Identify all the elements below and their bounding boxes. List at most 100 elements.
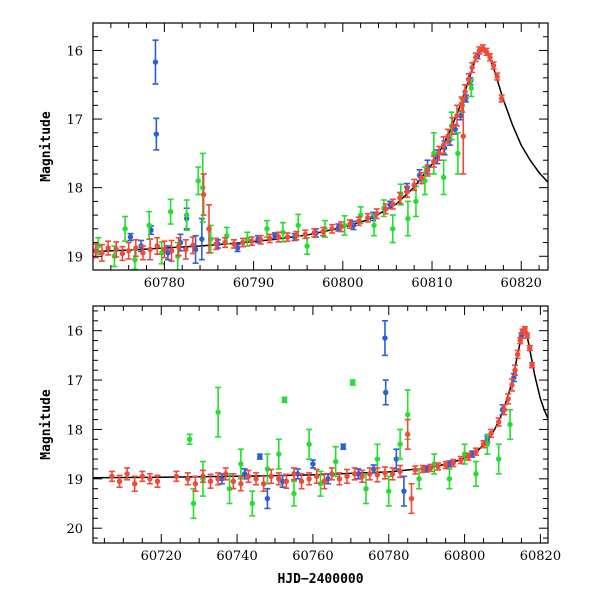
data-point [195, 166, 202, 196]
y-tick-label: 19 [66, 473, 83, 488]
data-point [427, 463, 434, 473]
top-plot-area [93, 39, 548, 270]
data-point [127, 232, 134, 242]
data-point [418, 171, 425, 185]
data-point [494, 72, 501, 81]
data-point [182, 239, 189, 260]
data-point [454, 131, 461, 175]
data-point [132, 239, 139, 258]
data-point [465, 452, 472, 461]
y-tick-label: 19 [66, 250, 83, 265]
data-point [400, 475, 407, 507]
x-tick-label: 60820 [501, 276, 542, 291]
data-point [306, 472, 313, 486]
data-point [472, 460, 479, 488]
data-point [373, 208, 380, 220]
x-tick-label: 60800 [444, 549, 485, 564]
data-point [355, 216, 362, 227]
data-point [529, 361, 536, 369]
data-point [495, 417, 502, 427]
x-tick-label: 60810 [411, 276, 452, 291]
data-point [480, 439, 487, 449]
data-point [521, 325, 528, 333]
bottom-panel: 60720 60740 60760 60780 60800 60820 16 17 18 19 20… [39, 305, 561, 587]
data-point [457, 455, 464, 465]
data-point [245, 469, 252, 484]
data-point [290, 467, 297, 481]
data-point [222, 236, 229, 249]
data-point [325, 473, 332, 485]
data-point [445, 128, 452, 144]
top-panel: 60780 60790 60800 60810 60820 16 17 18 19 Magnitu… [39, 22, 549, 291]
x-tick-label: 60780 [368, 549, 409, 564]
data-point [495, 443, 502, 475]
data-point [306, 428, 313, 460]
data-point [213, 237, 220, 251]
data-point [153, 117, 160, 151]
data-point [161, 240, 168, 259]
data-point [116, 474, 123, 489]
x-tick-label: 60780 [144, 276, 185, 291]
data-point [436, 145, 443, 162]
data-point [200, 173, 207, 216]
data-point [124, 467, 131, 481]
bottom-model-curve [93, 327, 548, 479]
data-point [382, 203, 389, 215]
data-point [351, 467, 358, 481]
data-point [275, 472, 282, 486]
data-point [460, 97, 467, 175]
data-point [207, 473, 214, 489]
data-point [168, 239, 175, 262]
data-point [517, 336, 524, 345]
data-point [446, 468, 453, 490]
data-point [154, 236, 161, 256]
data-point [311, 228, 318, 238]
data-point [147, 238, 154, 261]
y-tick-label: 17 [66, 113, 83, 128]
data-point [108, 470, 115, 483]
data-point [294, 468, 301, 480]
data-point [189, 236, 196, 255]
data-point [283, 473, 290, 489]
data-point [498, 94, 505, 103]
data-point [404, 200, 411, 237]
y-tick-label: 18 [66, 182, 83, 197]
data-point [501, 403, 508, 416]
data-point [472, 447, 479, 456]
data-point [248, 236, 255, 247]
top-y-axis-title: Magnitude [39, 111, 54, 182]
bottom-frame [92, 305, 549, 544]
data-point [465, 72, 472, 86]
data-point [199, 469, 206, 484]
data-point [260, 475, 267, 492]
bottom-x-axis-title: HJD−2400000 [277, 572, 363, 587]
data-point [253, 472, 260, 486]
data-point [408, 482, 415, 515]
data-point [268, 468, 275, 485]
data-point [381, 320, 388, 357]
data-point [173, 470, 180, 483]
data-point [385, 475, 392, 507]
data-point [424, 164, 431, 177]
data-point [237, 476, 244, 492]
data-point [381, 466, 388, 480]
x-tick-label: 60760 [292, 549, 333, 564]
data-point [329, 223, 336, 234]
data-point [190, 487, 197, 520]
data-point [257, 234, 264, 245]
data-point [98, 243, 105, 262]
data-point [389, 198, 396, 210]
data-point [304, 236, 311, 256]
data-point [317, 470, 324, 497]
data-point [222, 467, 229, 481]
data-point [340, 443, 347, 450]
data-point [336, 472, 343, 486]
data-point [364, 212, 371, 223]
bottom-series-1 [186, 379, 514, 520]
data-point [215, 386, 222, 438]
data-point [332, 445, 339, 478]
data-point [514, 349, 521, 360]
data-point [524, 332, 531, 339]
data-point [230, 473, 237, 490]
